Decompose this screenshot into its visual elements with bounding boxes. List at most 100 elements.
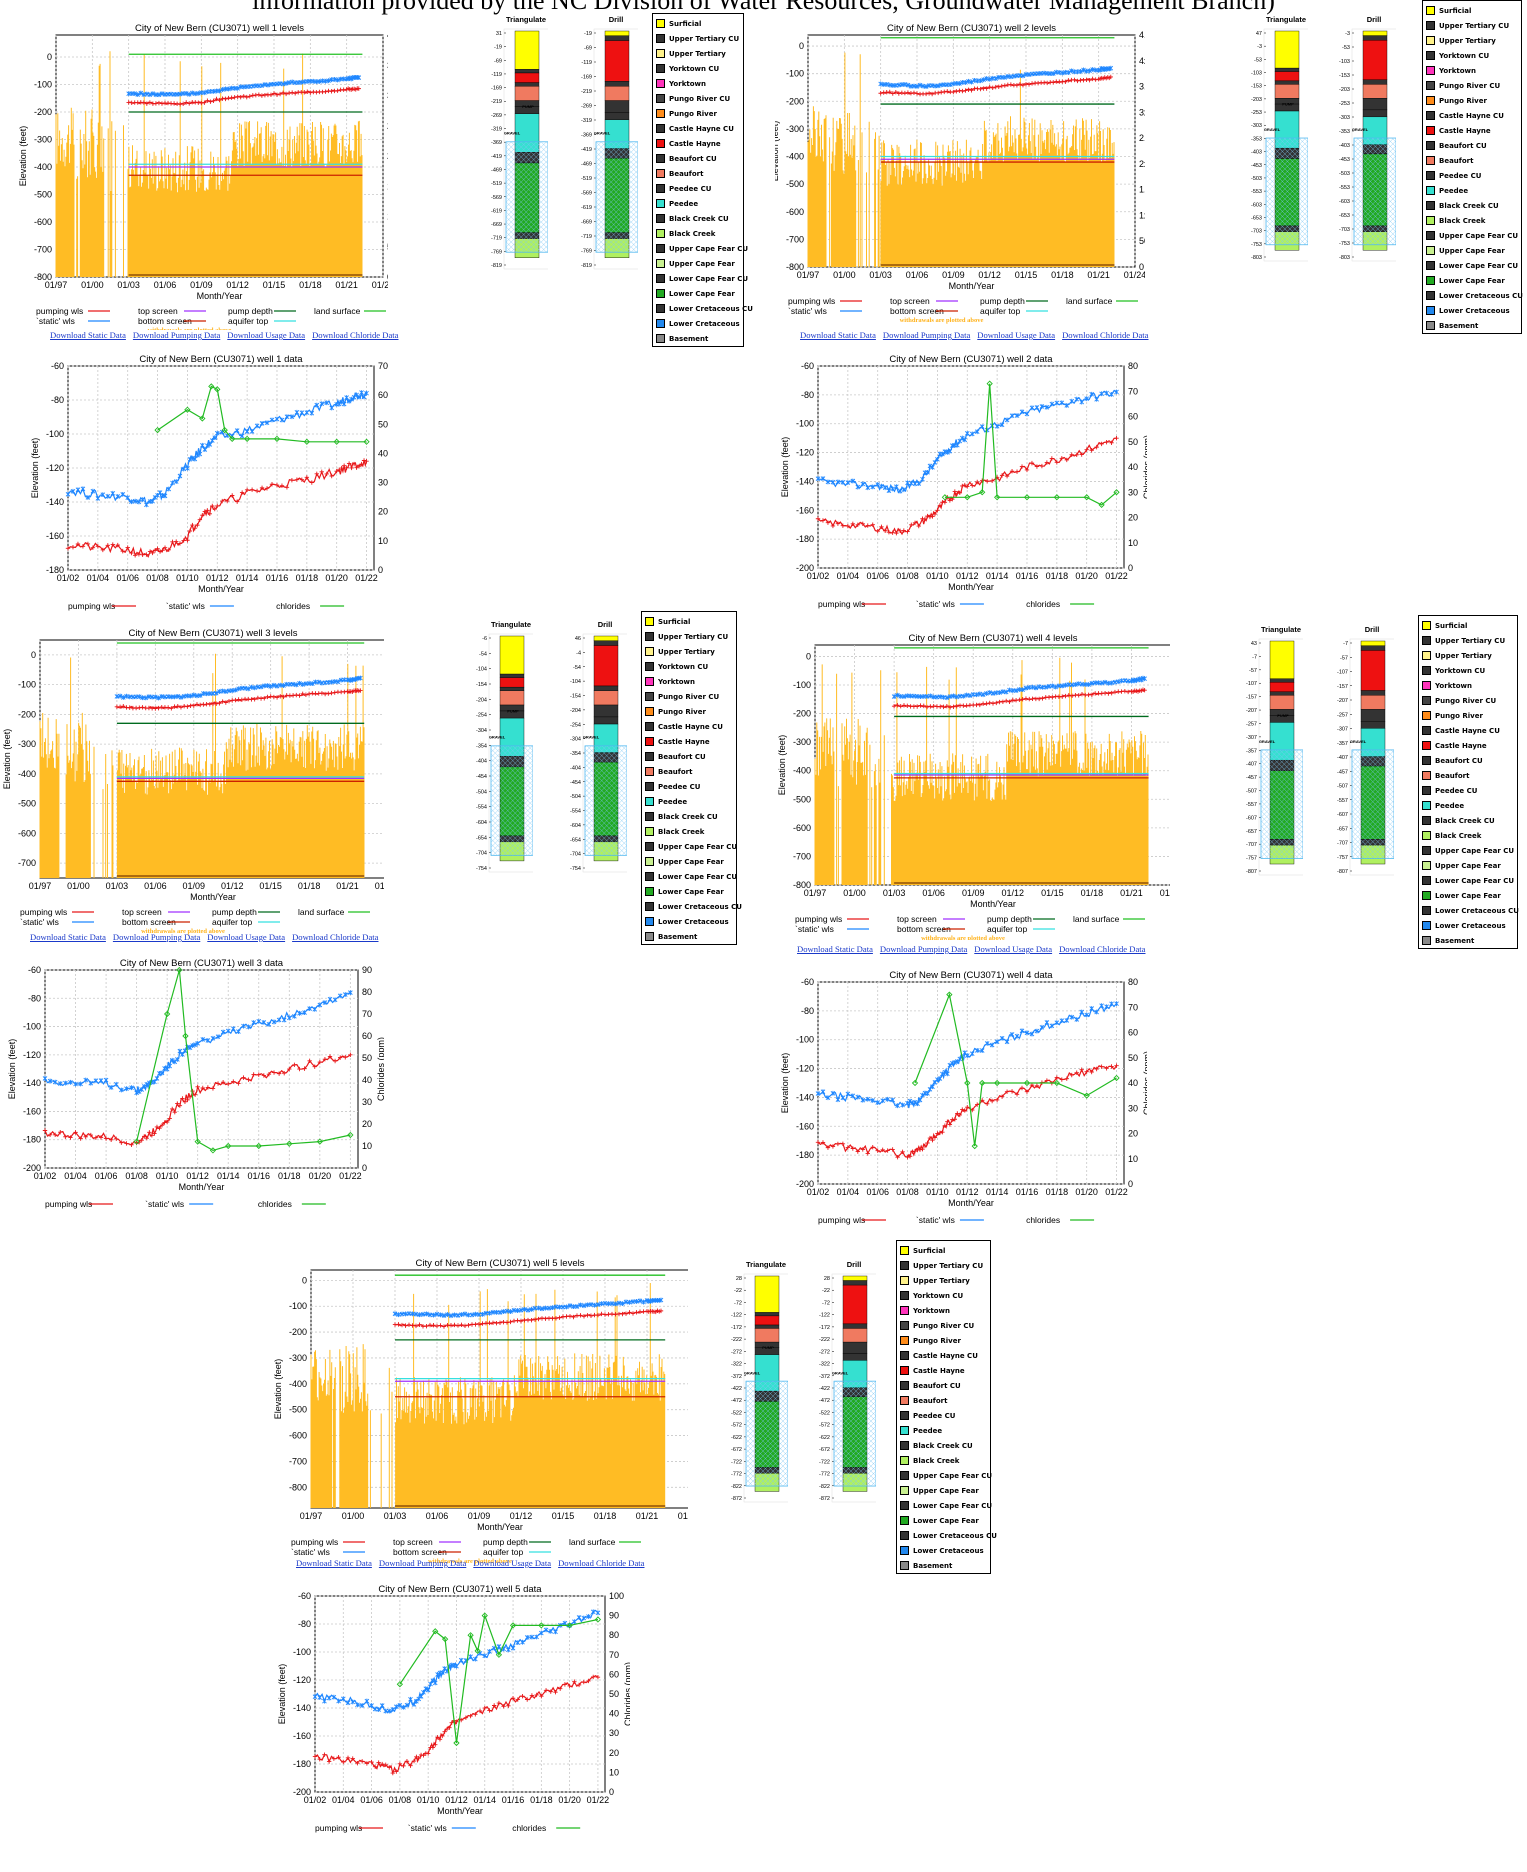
download-usage-link[interactable]: Download Usage Data [974,944,1053,954]
static-wls-point [348,990,353,996]
static-wls-point [182,1048,188,1054]
legend-bottom-screen-label: bottom screen [122,917,176,927]
aquifer-label: Upper Tertiary [1435,651,1492,660]
pumping-wls-point [246,1077,251,1082]
y-tick-label: -500 [786,179,804,189]
download-usage-link[interactable]: Download Usage Data [207,932,286,942]
static-wls-point [564,1304,569,1310]
pumping-wls-point [276,1071,282,1076]
x-tick-label: 01/15 [263,280,286,290]
download-static-link[interactable]: Download Static Data [296,1558,372,1568]
pumping-wls-point [965,484,970,489]
static-wls-point [1094,396,1099,402]
aquifer-swatch [1422,756,1431,765]
column-tick-label: -303 [1339,115,1350,121]
download-usage-link[interactable]: Download Usage Data [473,1558,552,1568]
column-tick-label: -319 [491,127,502,133]
static-wls-point [124,1086,129,1092]
column-tick-label: -69 [584,46,592,52]
plot-marks [312,1609,602,1776]
y2-tick-label: 40 [1128,1078,1138,1088]
y-tick-label: -300 [786,124,804,134]
pumping-wls-point [294,477,300,482]
pumping-wls-point [1063,693,1068,699]
legend-land-surface-label: land surface [1073,914,1120,924]
pumping-wls-point [1008,82,1014,87]
download-pumping-link[interactable]: Download Pumping Data [378,1558,467,1568]
static-wls-point [1109,391,1114,397]
x-tick-label: 01/14 [986,1187,1009,1197]
aquifer-label: Beaufort CU [913,1381,961,1390]
well1-download-links: Download Static Data Download Pumping Dat… [50,330,406,340]
column-tick-label: -519 [581,176,592,182]
well1-data-chart: 01/02 01/04 01/06 01/08 01/10 01/12 01/14 01/16… [30,354,388,611]
static-wls-point [459,1312,464,1318]
pumping-wls-point [114,1136,119,1141]
pumping-wls-point [197,702,203,708]
aquifer-swatch [656,199,665,208]
aquifer-label: Castle Hayne [658,737,710,746]
aquifer-legend-item: Castle Hayne CU [1422,723,1514,738]
static-wls-point [396,1312,401,1318]
download-chloride-link[interactable]: Download Chloride Data [558,1558,645,1568]
download-chloride-link[interactable]: Download Chloride Data [292,932,379,942]
static-wls-point [560,1304,566,1310]
static-wls-point [925,469,930,475]
download-pumping-link[interactable]: Download Pumping Data [879,944,968,954]
column-tick-label: -3 [1257,44,1262,50]
static-wls-point [361,394,367,400]
pumping-wls-point [894,530,899,536]
y2-tick-label: 70 [378,361,388,371]
download-static-link[interactable]: Download Static Data [797,944,873,954]
download-usage-link[interactable]: Download Usage Data [977,330,1056,340]
download-pumping-link[interactable]: Download Pumping Data [132,330,221,340]
static-wls-point [173,479,179,484]
pumping-wls-point [317,1756,322,1762]
column-tick-label: -504 [476,789,487,795]
static-wls-point [1043,684,1049,690]
static-wls-point [293,682,299,688]
download-pumping-link[interactable]: Download Pumping Data [112,932,201,942]
pumping-wls-point [850,521,856,527]
static-wls-point [637,1298,643,1304]
pumping-wls-point [217,97,222,103]
x-tick-label: 01/22 [587,1795,610,1805]
layer-upper-tertiary-cu [593,640,619,646]
static-wls-point [1114,389,1119,395]
download-chloride-link[interactable]: Download Chloride Data [1062,330,1149,340]
y-tick-label: -160 [796,1121,814,1131]
pumping-wls-point [1066,692,1072,698]
static-wls-point [974,1048,980,1053]
static-wls-point [1004,1039,1010,1045]
aquifer-swatch [900,1531,909,1540]
pumping-wls-point [175,704,180,709]
pumping-wls-point [482,1705,487,1711]
download-static-link[interactable]: Download Static Data [800,330,876,340]
static-wls-point [546,1305,552,1311]
aquifer-swatch [900,1306,909,1315]
download-static-link[interactable]: Download Static Data [30,932,106,942]
x-tick-label: 01/18 [299,280,322,290]
y2-tick-label: 10 [1128,1154,1138,1164]
aquifer-label: Lower Cape Fear CU [1439,261,1519,270]
pumping-wls-point [80,544,86,549]
drill-column: Drill28-22-72-122-172-222-272-322-372-42… [819,1260,876,1503]
aquifer-legend-item: Upper Tertiary [900,1273,987,1288]
column-tick-label: -807 [1337,869,1348,875]
download-chloride-link[interactable]: Download Chloride Data [1059,944,1146,954]
static-wls-point [289,79,295,85]
download-usage-link[interactable]: Download Usage Data [227,330,306,340]
pumping-wls-point [435,1734,440,1740]
static-wls-point [397,1702,403,1708]
download-pumping-link[interactable]: Download Pumping Data [882,330,971,340]
x-tick-label: 01/21 [1120,888,1143,898]
static-wls-point [954,694,960,700]
static-wls-point [210,1035,216,1041]
download-static-link[interactable]: Download Static Data [50,330,126,340]
chlorides-point [481,1612,488,1619]
static-wls-point [959,435,965,441]
y-tick-label: -100 [796,419,814,429]
x-tick-label: 01/10 [156,1171,179,1181]
pumping-wls-point [898,703,903,709]
download-chloride-link[interactable]: Download Chloride Data [312,330,399,340]
